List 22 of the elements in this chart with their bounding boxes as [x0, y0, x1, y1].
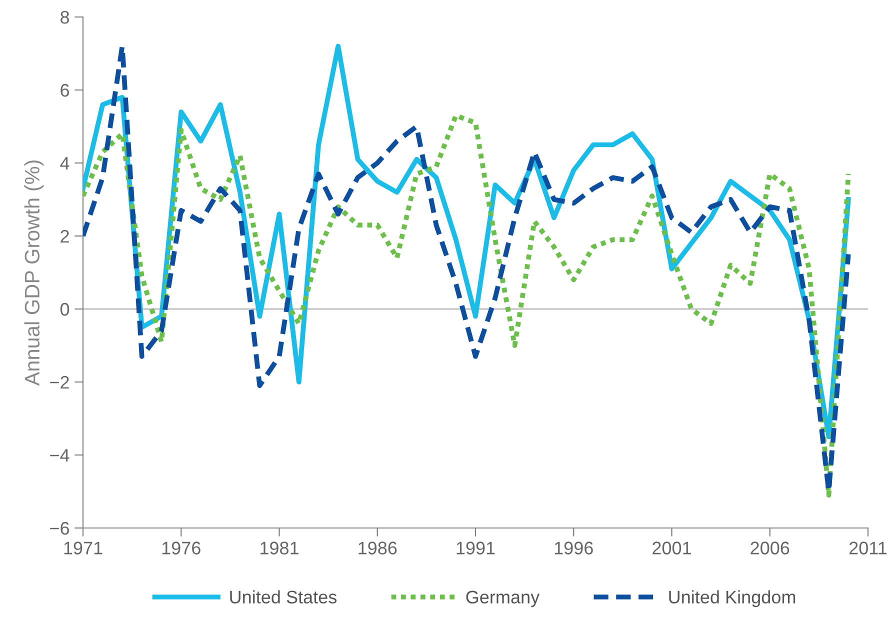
y-tick-label: 8	[60, 10, 70, 24]
legend-label: United States	[230, 590, 337, 604]
x-tick-label: 2001	[652, 542, 691, 554]
x-tick-label: 2011	[849, 542, 887, 554]
y-tick-label: 2	[60, 230, 69, 243]
y-tick-label: 0	[60, 302, 70, 316]
x-tick-label: 1996	[554, 542, 593, 554]
x-tick-label: 1971	[64, 542, 102, 554]
y-tick-label: 4	[60, 157, 70, 170]
y-tick-label: −6	[50, 522, 70, 535]
y-tick-label: −2	[50, 376, 69, 389]
legend-label: United Kingdom	[669, 590, 796, 608]
x-tick-label: 2006	[750, 542, 790, 554]
x-tick-label: 1991	[456, 542, 495, 554]
legend-label: Germany	[466, 590, 540, 608]
line-series	[83, 113, 851, 498]
x-tick-label: 1981	[260, 542, 298, 554]
y-tick-label: 6	[60, 84, 70, 97]
y-axis-title: Annual GDP Growth (%)	[24, 160, 44, 386]
x-tick-label: 1986	[358, 542, 397, 554]
x-tick-label: 1976	[162, 542, 200, 554]
y-tick-label: −4	[50, 449, 70, 462]
